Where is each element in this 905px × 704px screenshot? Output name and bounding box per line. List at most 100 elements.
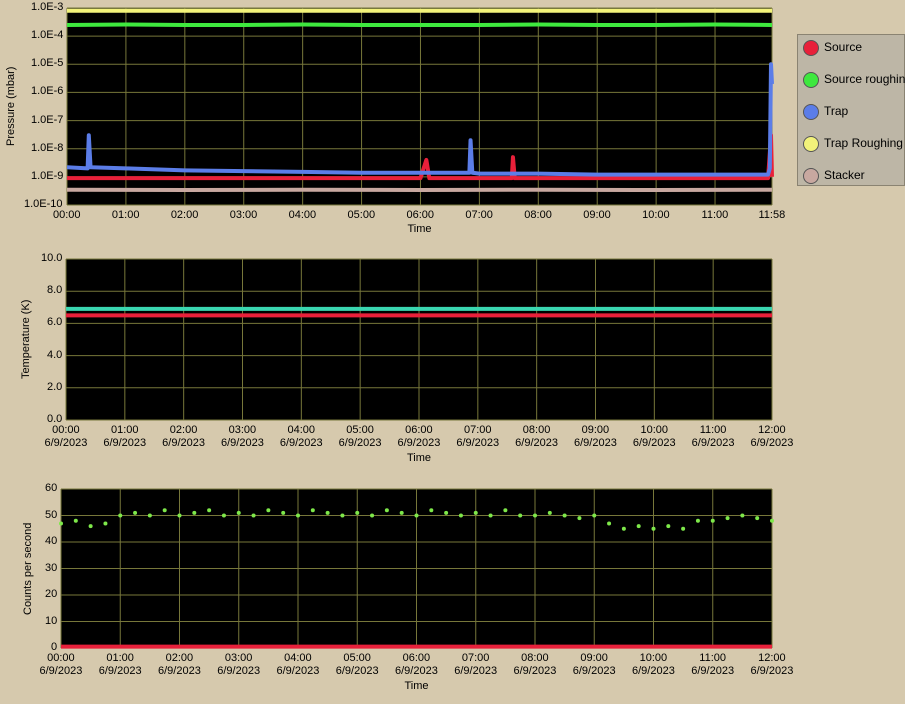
data-point — [681, 526, 686, 531]
data-point — [325, 510, 330, 515]
data-point — [518, 513, 523, 518]
data-point — [399, 510, 404, 515]
legend-marker — [803, 136, 819, 152]
data-point — [651, 526, 656, 531]
x-tick-label: 09:00 6/9/2023 — [572, 652, 616, 677]
data-point — [192, 510, 197, 515]
x-tick-label: 00:00 6/9/2023 — [39, 652, 83, 677]
x-tick-label: 09:00 — [583, 209, 611, 221]
data-point — [133, 510, 138, 515]
data-point — [251, 513, 256, 518]
data-point — [177, 513, 182, 518]
data-point — [458, 513, 463, 518]
y-tick-label: 30 — [45, 561, 58, 574]
x-tick-label: 09:00 6/9/2023 — [574, 424, 617, 449]
x-tick-label: 11:00 6/9/2023 — [691, 652, 735, 677]
data-point — [370, 513, 375, 518]
legend: Source Source roughin Trap Trap Roughing Sta… — [797, 34, 905, 186]
x-tick-label: 03:00 6/9/2023 — [221, 424, 264, 449]
x-tick-label: 05:00 — [347, 209, 376, 221]
x-tick-label: 10:00 6/9/2023 — [632, 424, 676, 449]
data-point — [88, 524, 93, 529]
y-tick-label: 1.0E-6 — [31, 85, 64, 98]
legend-label: Source — [824, 40, 863, 54]
data-point — [547, 510, 552, 515]
data-point — [414, 513, 419, 518]
y-tick-label: 40 — [45, 535, 58, 547]
legend-label: Stacker — [824, 168, 865, 182]
data-point — [281, 510, 286, 515]
data-point — [755, 516, 760, 521]
data-point — [444, 510, 449, 515]
x-tick-label: 03:00 6/9/2023 — [217, 652, 261, 677]
x-tick-label: 08:00 6/9/2023 — [515, 424, 558, 449]
data-point — [740, 513, 745, 518]
x-tick-label: 05:00 6/9/2023 — [335, 652, 379, 677]
legend-label: Source roughin — [824, 72, 905, 86]
x-tick-label: 01:00 — [111, 209, 140, 221]
data-point — [429, 508, 434, 513]
data-point — [384, 508, 389, 513]
data-point — [296, 513, 300, 518]
x-tick-label: 01:00 6/9/2023 — [103, 424, 147, 449]
y-tick-label: 1.0E-9 — [31, 169, 64, 182]
x-tick-label: 06:00 6/9/2023 — [397, 424, 441, 449]
x-tick-label: 12:00 6/9/2023 — [750, 652, 794, 677]
x-tick-label: 11:00 — [701, 209, 729, 221]
legend-marker — [803, 40, 819, 56]
data-point — [162, 508, 167, 513]
x-axis-label: Time — [407, 452, 432, 464]
y-tick-label: 0.0 — [47, 413, 63, 425]
x-tick-label: 02:00 6/9/2023 — [158, 652, 201, 677]
y-tick-label: 10 — [45, 614, 58, 627]
data-point — [221, 513, 226, 518]
y-tick-label: 1.0E-10 — [24, 198, 63, 210]
y-tick-label: 50 — [45, 508, 58, 521]
data-point — [266, 508, 271, 513]
legend-marker — [803, 168, 819, 184]
y-tick-label: 6.0 — [47, 316, 63, 329]
y-tick-label: 1.0E-7 — [31, 113, 64, 126]
x-tick-label: 04:00 6/9/2023 — [279, 424, 323, 449]
series-line — [67, 133, 774, 181]
data-point — [59, 521, 63, 526]
legend-marker — [803, 72, 819, 88]
x-tick-label: 06:00 — [406, 209, 434, 221]
legend-marker — [803, 104, 819, 120]
series-line — [66, 62, 774, 177]
y-tick-label: 60 — [45, 482, 58, 494]
x-tick-label: 10:00 6/9/2023 — [632, 652, 675, 677]
x-tick-label: 10:00 — [642, 209, 670, 221]
data-point — [592, 513, 597, 518]
legend-label: Trap — [824, 104, 849, 118]
data-point — [118, 513, 123, 518]
x-tick-label: 04:00 — [288, 209, 317, 221]
y-tick-label: 1.0E-8 — [31, 141, 64, 154]
data-point — [666, 524, 671, 529]
data-point — [147, 513, 152, 518]
data-point — [236, 510, 241, 515]
x-tick-label: 02:00 — [170, 209, 199, 221]
data-point — [310, 508, 315, 513]
x-tick-label: 08:00 — [524, 209, 552, 221]
y-axis-label: Pressure (mbar) — [5, 66, 17, 146]
y-tick-label: 4.0 — [47, 348, 63, 361]
x-tick-label: 00:00 6/9/2023 — [44, 424, 88, 449]
data-point — [710, 518, 715, 523]
x-tick-label: 06:00 6/9/2023 — [395, 652, 438, 677]
y-tick-label: 1.0E-5 — [31, 57, 64, 70]
x-tick-label: 04:00 6/9/2023 — [276, 652, 320, 677]
x-tick-label: 07:00 6/9/2023 — [454, 652, 498, 677]
x-axis-label: Time — [404, 680, 429, 692]
y-tick-label: 1.0E-4 — [31, 29, 64, 42]
x-tick-label: 03:00 — [229, 209, 258, 221]
data-point — [725, 516, 730, 521]
data-point — [207, 508, 212, 513]
data-point — [488, 513, 493, 518]
y-tick-label: 2.0 — [47, 380, 63, 393]
x-tick-label: 02:00 6/9/2023 — [162, 424, 205, 449]
x-axis-label: Time — [407, 223, 432, 235]
data-point — [636, 524, 641, 529]
data-point — [533, 513, 537, 518]
